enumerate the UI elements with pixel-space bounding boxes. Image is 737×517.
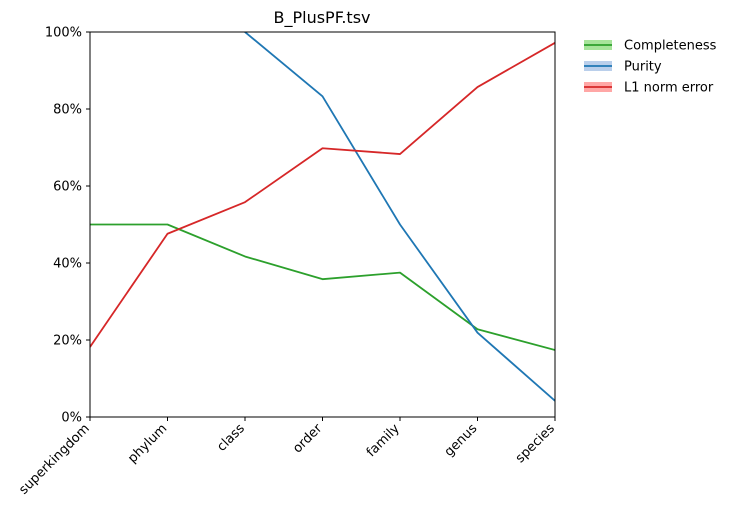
x-tick-label: superkingdom [16, 421, 92, 497]
series-line-purity [244, 32, 555, 402]
y-tick-label: 60% [53, 180, 82, 195]
y-tick-label: 0% [61, 411, 82, 426]
x-tick-label: family [364, 421, 403, 460]
legend-label: Completeness [624, 39, 717, 54]
series-line-completeness [90, 223, 555, 351]
x-tick-label: species [513, 421, 558, 466]
x-tick-label: phylum [125, 421, 170, 466]
series-line-l1-norm-error [90, 41, 555, 348]
y-tick-label: 20% [53, 334, 82, 349]
series-layer [90, 32, 555, 402]
y-tick-label: 80% [53, 103, 82, 118]
legend-label: Purity [624, 60, 662, 75]
chart-title: B_PlusPF.tsv [274, 8, 371, 28]
x-tick-label: order [290, 421, 326, 457]
y-tick-label: 100% [45, 26, 82, 41]
x-tick-label: genus [442, 421, 481, 460]
y-tick-label: 40% [53, 257, 82, 272]
legend: Completeness Purity L1 norm error [584, 39, 717, 96]
legend-label: L1 norm error [624, 81, 714, 96]
x-tick-label: class [214, 421, 248, 455]
axes-layer: 0% 20% 40% 60% 80% 100% superkingdom phylum clas… [16, 26, 558, 498]
